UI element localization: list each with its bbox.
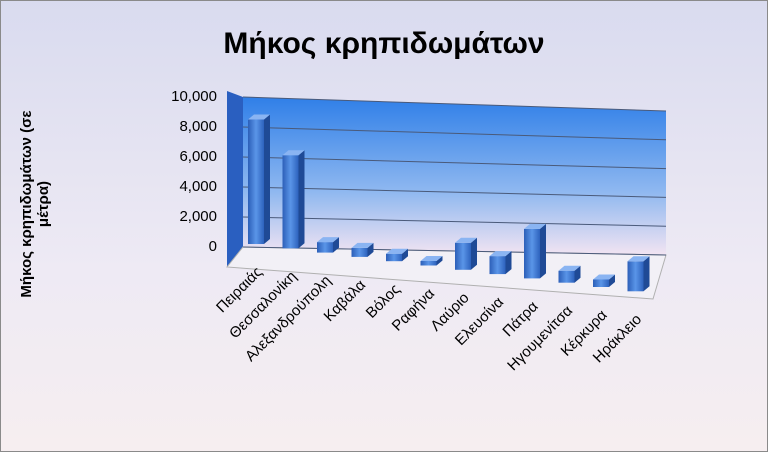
bar-top: [627, 256, 650, 262]
bar-front: [627, 261, 644, 292]
y-tick-label: 0: [209, 238, 217, 255]
grid-line: [242, 126, 667, 141]
bar-side: [643, 256, 650, 292]
bar-front: [593, 279, 609, 287]
bar-top: [351, 242, 374, 248]
bar-side: [609, 274, 615, 287]
bar: [489, 251, 512, 275]
back-wall: [243, 97, 666, 255]
bar: [558, 265, 581, 283]
grid-line: [242, 186, 667, 198]
bar-front: [282, 155, 299, 249]
bar-side: [402, 248, 408, 262]
bar-top: [386, 248, 408, 254]
bar-front: [455, 242, 471, 270]
bar-side: [298, 150, 305, 249]
bar: [524, 223, 546, 279]
y-tick-label: 4,000: [179, 178, 217, 195]
y-axis-label: Μήκος κρηπιδωμάτων (σε μέτρα): [18, 110, 52, 298]
bar: [455, 237, 477, 270]
y-tick-label: 10,000: [171, 88, 217, 105]
bar-side: [505, 251, 512, 275]
bar-front: [489, 256, 506, 275]
side-wall: [227, 91, 243, 267]
bar: [386, 248, 408, 262]
bar: [420, 256, 443, 266]
bar-top: [317, 237, 339, 243]
bar: [627, 256, 650, 292]
bar-front: [351, 247, 368, 257]
bar: [317, 237, 339, 253]
bar-side: [264, 114, 270, 244]
bar-front: [420, 261, 437, 266]
bar: [351, 242, 374, 257]
bar-side: [333, 237, 339, 253]
bar-side: [436, 256, 443, 266]
bar-front: [386, 253, 402, 262]
chart-title: Μήκος κρηπιδωμάτων: [223, 27, 544, 60]
bar-top: [489, 251, 512, 257]
bar-side: [471, 237, 477, 270]
grid-line: [242, 246, 667, 256]
bar: [248, 114, 270, 244]
bar-top: [593, 274, 615, 280]
bar-front: [524, 228, 540, 279]
bar-top: [420, 256, 443, 261]
bar-top: [248, 114, 270, 120]
bar-front: [558, 270, 575, 283]
bar-side: [540, 223, 546, 279]
bar-top: [558, 265, 581, 271]
bar-top: [524, 223, 546, 229]
bar-top: [455, 237, 477, 243]
grid-line: [242, 96, 667, 112]
bar-side: [574, 265, 581, 283]
bar: [593, 274, 615, 287]
bar-side: [367, 242, 374, 257]
y-tick-label: 2,000: [179, 208, 217, 225]
y-tick-label: 8,000: [179, 118, 217, 135]
grid-line: [242, 156, 667, 170]
y-tick-label: 6,000: [179, 148, 217, 165]
bar-front: [317, 242, 333, 253]
grid-line: [242, 216, 667, 227]
bar-front: [248, 119, 264, 244]
bar-top: [282, 150, 305, 156]
bar: [282, 150, 305, 249]
